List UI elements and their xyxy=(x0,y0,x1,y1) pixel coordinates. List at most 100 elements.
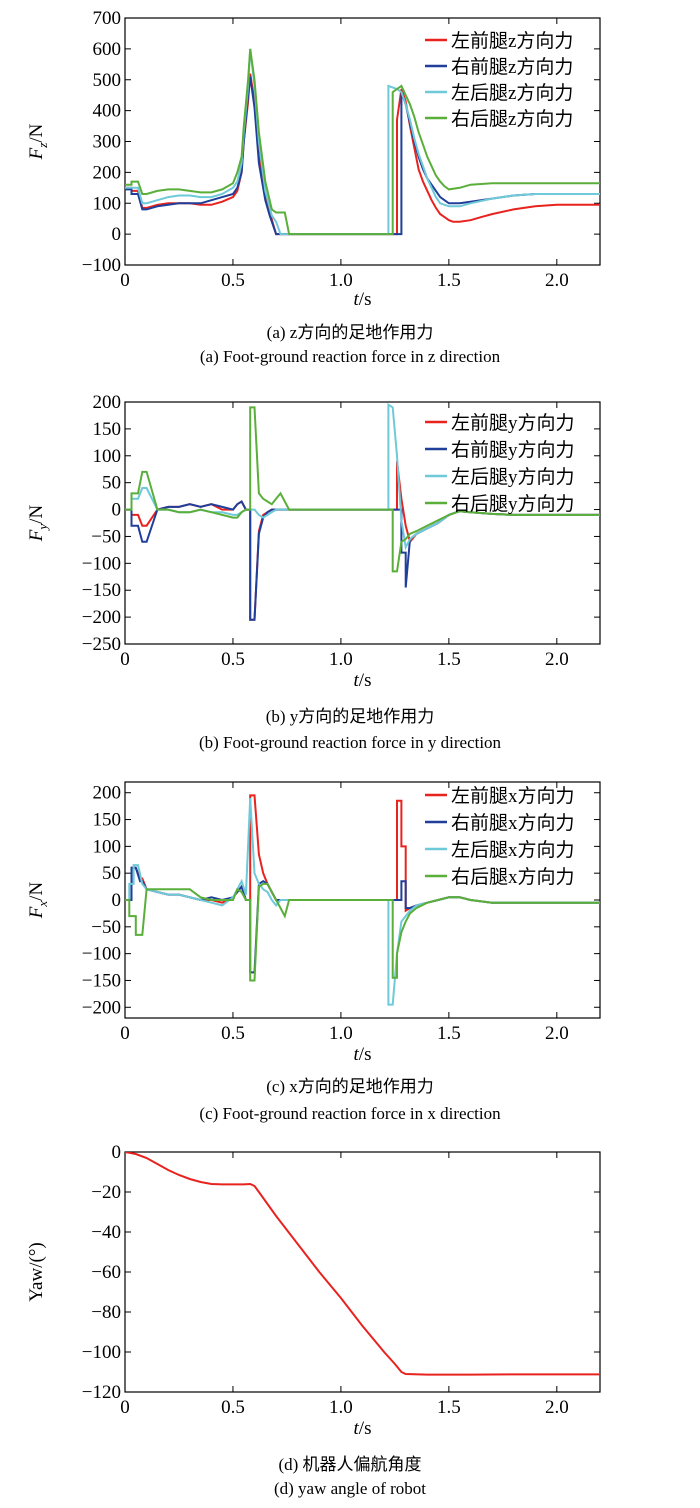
legend-label-2: 右前腿y方向力 xyxy=(451,439,575,461)
legend-label-4: 右后腿z方向力 xyxy=(451,108,573,130)
x-tick-label: 0.5 xyxy=(221,1023,245,1044)
y-axis-label-sub: x xyxy=(35,901,50,908)
legend-label-4: 右后腿x方向力 xyxy=(451,866,575,888)
x-axis-label-unit: /s xyxy=(359,289,372,310)
y-tick-label: 150 xyxy=(93,810,122,831)
panel-c-fx: 0 0.5 1.0 1.5 2.0 −200 −150 −100 −50 0 50 100 150 200… xyxy=(0,760,700,1132)
plot-frame xyxy=(124,401,601,645)
plot-frame xyxy=(124,17,601,266)
legend-label-1: 左前腿x方向力 xyxy=(451,785,575,807)
y-tick-label: 100 xyxy=(93,446,122,467)
x-axis-label-unit: /s xyxy=(359,1044,372,1065)
y-axis-label-sub: y xyxy=(35,524,50,532)
x-tick-label: 2.0 xyxy=(545,1023,569,1044)
y-tick-label: 200 xyxy=(93,783,122,804)
y-axis-label-unit: /N xyxy=(26,505,47,524)
y-tick-label: −150 xyxy=(82,970,121,991)
y-tick-label: 200 xyxy=(93,162,122,183)
caption-c-en: (c) Foot-ground reaction force in x dire… xyxy=(199,1104,501,1123)
y-tick-label: −40 xyxy=(91,1222,121,1243)
y-tick-label: −100 xyxy=(82,944,121,965)
x-tick-label: 0 xyxy=(120,1397,130,1418)
legend-label-4: 右后腿y方向力 xyxy=(451,493,575,515)
caption-c-cn: (c) x方向的足地作用力 xyxy=(266,1077,434,1096)
x-tick-label: 2.0 xyxy=(545,1397,569,1418)
x-tick-label: 0.5 xyxy=(221,649,245,670)
y-axis-label: Fy/N xyxy=(26,505,50,543)
legend-label-1: 左前腿y方向力 xyxy=(451,412,575,434)
y-tick-label: 150 xyxy=(93,419,122,440)
series-line-4 xyxy=(125,882,600,982)
chart-fz: 0 0.5 1.0 1.5 2.0−1000100200300400500600700t… xyxy=(26,8,601,310)
caption-a-cn: (a) z方向的足地作用力 xyxy=(266,323,434,342)
y-tick-label: 50 xyxy=(102,863,121,884)
y-axis-label-unit: /N xyxy=(26,123,47,142)
y-tick-label: 100 xyxy=(93,836,122,857)
x-axis-label: t/s xyxy=(354,670,372,691)
x-tick-label: 1.0 xyxy=(329,270,353,291)
chart-fx: 0 0.5 1.0 1.5 2.0 −200 −150 −100 −50 0 50 100 150 200… xyxy=(26,781,601,1065)
y-tick-label: 0 xyxy=(112,1142,122,1163)
y-axis-label-unit: /N xyxy=(26,882,47,901)
y-tick-label: 50 xyxy=(102,473,121,494)
legend-label-3: 左后腿x方向力 xyxy=(451,839,575,861)
legend-label-2: 右前腿z方向力 xyxy=(451,56,573,78)
x-tick-label: 2.0 xyxy=(545,270,569,291)
series-line-2 xyxy=(125,500,600,621)
y-tick-label: −100 xyxy=(82,1342,121,1363)
y-tick-label: 200 xyxy=(93,392,122,413)
y-tick-label: −50 xyxy=(91,526,121,547)
caption-b-cn: (b) y方向的足地作用力 xyxy=(265,707,435,726)
y-tick-label: −20 xyxy=(91,1182,121,1203)
y-tick-label: 700 xyxy=(93,8,122,29)
y-axis-label: Fx/N xyxy=(26,882,50,920)
y-axis-label: Fz/N xyxy=(26,123,50,160)
legend-label-1: 左前腿z方向力 xyxy=(451,30,573,52)
x-tick-label: 0 xyxy=(120,270,130,291)
y-tick-label: 100 xyxy=(93,193,122,214)
y-axis-label-var: F xyxy=(26,147,47,160)
x-axis-label-unit: /s xyxy=(359,670,372,691)
series-line-4 xyxy=(125,406,600,573)
x-tick-label: 0.5 xyxy=(221,1397,245,1418)
legend-label-2: 右前腿x方向力 xyxy=(451,812,575,834)
panel-a-fz: 0 0.5 1.0 1.5 2.0 −100 0 100 200 300 400 500 600 700 t… xyxy=(0,0,700,380)
x-axis-label-var: t xyxy=(354,289,360,310)
y-tick-label: −200 xyxy=(82,997,121,1018)
y-tick-label: 0 xyxy=(112,500,122,521)
x-axis-label-var: t xyxy=(354,1044,360,1065)
y-tick-label: −120 xyxy=(82,1382,121,1403)
y-tick-label: −250 xyxy=(82,634,121,655)
legend-label-3: 左后腿y方向力 xyxy=(451,466,575,488)
x-axis-label-var: t xyxy=(354,1418,360,1439)
y-tick-label: −150 xyxy=(82,580,121,601)
x-tick-label: 1.0 xyxy=(329,1397,353,1418)
x-axis-label: t/s xyxy=(354,1418,372,1439)
series-line-4 xyxy=(125,48,600,236)
chart-fy: 0 0.5 1.0 1.5 2.0 −250 −200 −150 −100 −50 0 50 100 15… xyxy=(26,392,601,691)
panel-d-yaw: 0 0.5 1.0 1.5 2.0 −120 −100 −80 −60 −40 −20 0 t/s Yaw… xyxy=(0,1132,700,1508)
y-axis-label: Yaw/(°) xyxy=(26,1242,47,1302)
y-tick-label: −80 xyxy=(91,1302,121,1323)
caption-d-en: (d) yaw angle of robot xyxy=(273,1479,426,1498)
x-tick-label: 0 xyxy=(120,649,130,670)
y-tick-label: 500 xyxy=(93,70,122,91)
plot-frame xyxy=(124,1151,601,1393)
series-line-1 xyxy=(125,1152,600,1376)
x-tick-label: 2.0 xyxy=(545,649,569,670)
x-tick-label: 1.0 xyxy=(329,649,353,670)
chart-yaw: 0 0.5 1.0 1.5 2.0 −120 −100 −80 −60 −40 −20 0 t/s Yaw… xyxy=(26,1142,601,1439)
caption-d-cn: (d) 机器人偏航角度 xyxy=(278,1455,422,1474)
y-tick-label: 600 xyxy=(93,39,122,60)
y-tick-label: −50 xyxy=(91,917,121,938)
x-axis-label-unit: /s xyxy=(359,1418,372,1439)
caption-a-en: (a) Foot-ground reaction force in z dire… xyxy=(199,347,501,366)
y-axis-label-sub: z xyxy=(35,143,50,149)
x-tick-label: 1.5 xyxy=(437,1397,461,1418)
y-axis-label-var: F xyxy=(26,906,47,919)
legend-label-3: 左后腿z方向力 xyxy=(451,82,573,104)
x-tick-label: 1.5 xyxy=(437,270,461,291)
x-tick-label: 1.5 xyxy=(437,649,461,670)
caption-b-en: (b) Foot-ground reaction force in y dire… xyxy=(198,733,502,752)
x-axis-label-var: t xyxy=(354,670,360,691)
